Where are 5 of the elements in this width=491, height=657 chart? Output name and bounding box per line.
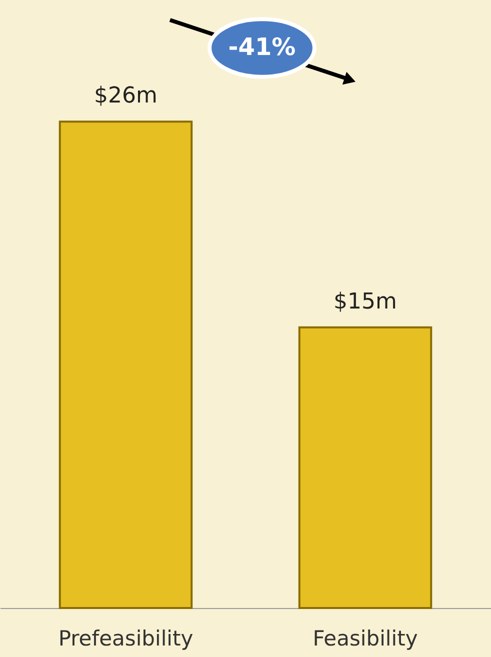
annotation: -41% [228, 33, 296, 61]
x-tick-label: Prefeasibility [58, 626, 194, 650]
x-tick-label: Feasibility [312, 626, 418, 650]
data-label: $15m [334, 289, 397, 314]
data-label: $26m [94, 84, 158, 109]
